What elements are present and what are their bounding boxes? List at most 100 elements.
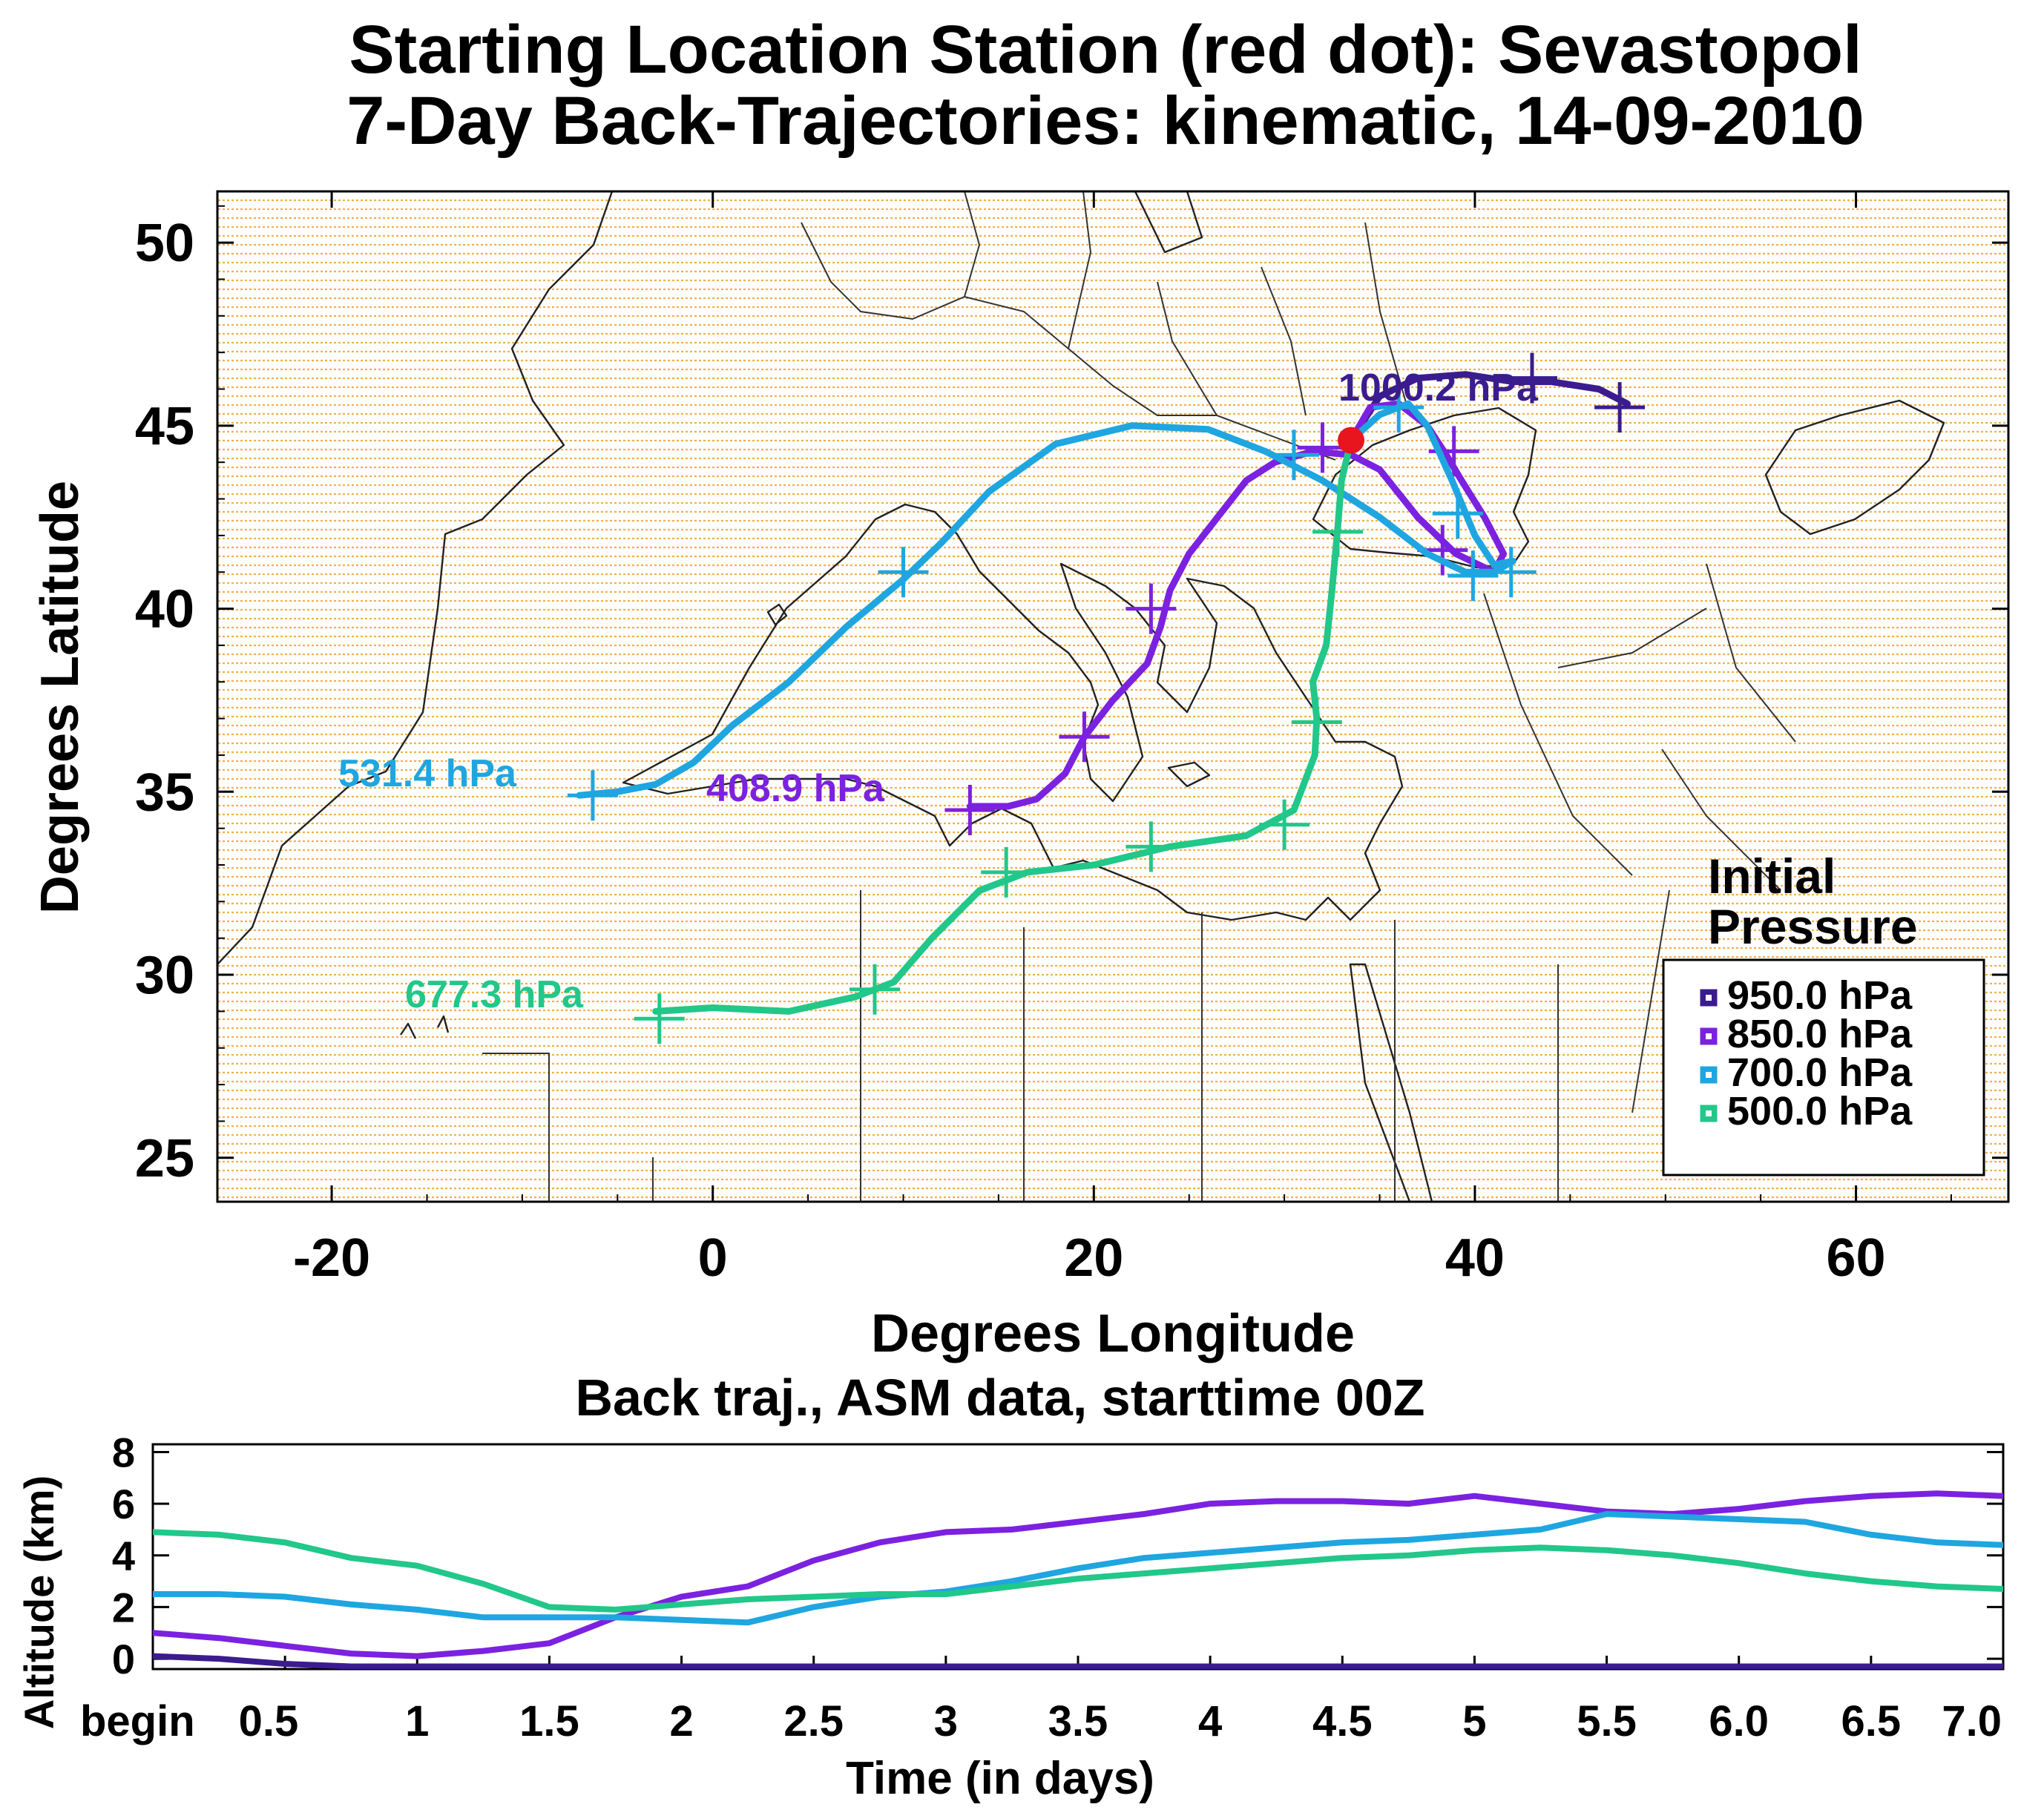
map-panel: -20 0 20 40 60 25 30 35 40 45 50 531.4 hPa 408.9 h… [135, 190, 2010, 1288]
alt-ytick-label: 4 [112, 1533, 135, 1579]
black-sea [1312, 407, 1537, 569]
trajectory-day-marker [849, 964, 900, 1015]
sea-and-coastlines [217, 191, 1945, 1202]
trajectory-day-marker [1312, 506, 1364, 557]
alt-xtick-label: 3 [934, 1697, 958, 1745]
trajectory-day-marker [1447, 550, 1499, 602]
map-trajectories [567, 352, 1646, 1044]
alt-xtick-label: 7.0 [1942, 1697, 2002, 1745]
alt-xtick-label: 6.5 [1841, 1697, 1902, 1745]
alt-xtick-label: 1 [405, 1697, 429, 1745]
legend-label: 950.0 hPa [1727, 973, 1913, 1018]
legend-label: 500.0 hPa [1727, 1089, 1913, 1133]
trajectory-day-marker [1125, 821, 1177, 872]
trajectory-day-marker [944, 784, 996, 835]
end-label-950: 1000.2 hPa [1338, 366, 1539, 409]
legend-label: 700.0 hPa [1727, 1050, 1913, 1095]
end-label-850: 408.9 hPa [706, 767, 885, 810]
baltic-sea [1134, 191, 1203, 254]
caspian-sea [1764, 399, 1945, 536]
trajectory-5000 [652, 437, 1355, 1015]
legend-title-line2: Pressure [1708, 899, 1918, 954]
trajectory-day-marker [981, 846, 1032, 898]
map-xtick-label: 40 [1445, 1228, 1505, 1288]
legend-title-line1: Initial [1708, 849, 1836, 904]
map-ytick-label: 30 [135, 946, 194, 1005]
trajectory-7000 [576, 400, 1516, 799]
alt-ytick-label: 2 [112, 1584, 135, 1630]
map-xlabel: Degrees Longitude [871, 1304, 1355, 1363]
map-axes: -20 0 20 40 60 25 30 35 40 45 50 [135, 191, 2008, 1288]
altitude-ylabel: Altitude (km) [16, 1475, 62, 1729]
trajectory-day-marker [1432, 488, 1483, 539]
map-ytick-label: 45 [135, 397, 194, 456]
map-xtick-label: 60 [1827, 1228, 1886, 1288]
trajectory-day-marker [1485, 547, 1537, 598]
canary-islands [400, 1015, 450, 1039]
legend-swatch-dot [1706, 1033, 1712, 1039]
alt-ytick-label: 0 [112, 1636, 135, 1682]
map-xtick-label: 0 [698, 1228, 728, 1288]
trajectory-day-marker [1594, 382, 1646, 433]
legend-swatch-dot [1706, 1072, 1712, 1078]
map-ylabel: Degrees Latitude [30, 481, 90, 914]
balearic-island [766, 603, 788, 626]
trajectory-day-marker [567, 770, 618, 821]
map-frame [216, 190, 2010, 1203]
altitude-frame [151, 1443, 2005, 1671]
red-sea [1349, 963, 1433, 1202]
mediterranean-sea [622, 503, 1404, 921]
crete [1167, 761, 1211, 788]
alt-xtick-label: 0.5 [239, 1697, 299, 1745]
altitude-line-9500 [153, 1653, 2003, 1669]
altitude-panel: 0 2 4 6 8 begin 0.5 1 1.5 2 2.5 3 3.5 4 4.5 5 5.5 6.0 6.5 7… [80, 1429, 2005, 1745]
borders [801, 222, 1336, 461]
trajectory-day-marker [1291, 697, 1342, 748]
legend-swatch-dot [1706, 995, 1712, 1001]
trajectory-day-marker [1268, 430, 1319, 481]
alt-xtick-label: 6.0 [1709, 1697, 1769, 1745]
trajectory-8500 [966, 400, 1507, 810]
alt-xtick-label: 4 [1198, 1697, 1222, 1745]
trajectory-day-marker [1506, 352, 1557, 404]
start-location-dot [1338, 427, 1365, 454]
alt-xtick-label: 2.5 [783, 1697, 844, 1745]
altitude-axes: 0 2 4 6 8 begin 0.5 1 1.5 2 2.5 3 3.5 4 4.5 5 5.5 6.0 6.5 7… [80, 1429, 2005, 1745]
alt-ytick-label: 8 [112, 1429, 135, 1475]
trajectory-day-marker [878, 547, 929, 598]
atlantic-ocean [217, 191, 614, 966]
alt-xtick-label: 2 [669, 1697, 693, 1745]
alt-ytick-label: 6 [112, 1481, 135, 1527]
altitude-line-7000 [153, 1511, 2003, 1626]
trajectory-day-marker [1297, 422, 1348, 473]
altitude-line-8500 [153, 1490, 2003, 1659]
trajectory-9500 [1347, 371, 1631, 444]
alt-xtick-label: 5 [1462, 1697, 1486, 1745]
map-ytick-label: 50 [135, 214, 194, 273]
altitude-xlabel: Time (in days) [846, 1753, 1154, 1804]
end-label-500: 677.3 hPa [405, 973, 584, 1016]
alt-xtick-label: 3.5 [1048, 1697, 1108, 1745]
map-xtick-label: 20 [1064, 1228, 1123, 1288]
map-ytick-label: 40 [135, 580, 194, 639]
map-ytick-label: 25 [135, 1129, 194, 1188]
map-ytick-label: 35 [135, 763, 194, 822]
trajectory-day-marker [1259, 799, 1310, 850]
trajectory-day-marker [1125, 583, 1177, 634]
alt-xtick-label: 4.5 [1312, 1697, 1373, 1745]
end-label-700: 531.4 hPa [338, 752, 517, 795]
altitude-line-5000 [153, 1529, 2003, 1613]
altitude-title: Back traj., ASM data, starttime 00Z [575, 1369, 1424, 1426]
map-xtick-label: -20 [293, 1228, 370, 1288]
trajectory-day-marker [634, 993, 685, 1044]
map-title-line1: Starting Location Station (red dot): Sev… [349, 12, 1861, 88]
legend-label: 850.0 hPa [1727, 1012, 1913, 1056]
map-title-line2: 7-Day Back-Trajectories: kinematic, 14-0… [346, 83, 1864, 159]
trajectory-day-marker [1373, 382, 1424, 433]
alt-xtick-label: begin [80, 1697, 195, 1745]
altitude-lines [153, 1490, 2003, 1669]
alt-xtick-label: 1.5 [519, 1697, 579, 1745]
